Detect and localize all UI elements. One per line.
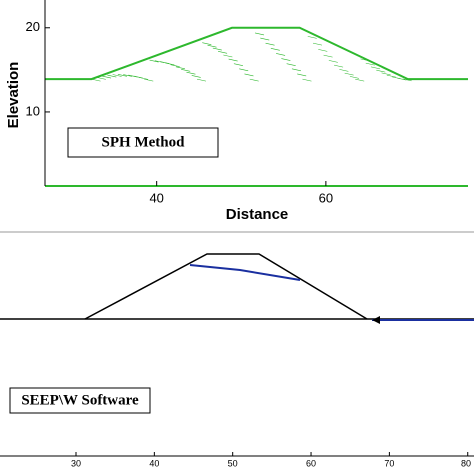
flow-vector — [370, 66, 381, 70]
flow-vector — [207, 44, 217, 48]
flow-vector — [233, 63, 243, 67]
flow-vector — [202, 42, 212, 45]
flow-vector — [181, 68, 191, 72]
x-tick-label: 80 — [461, 458, 471, 468]
flow-vector — [196, 78, 207, 82]
phreatic-line — [189, 264, 301, 281]
x-tick-label: 50 — [228, 458, 238, 468]
flow-vector — [170, 64, 180, 67]
y-tick-label: 20 — [26, 19, 40, 34]
label-box — [9, 387, 151, 414]
flow-vector — [270, 48, 280, 51]
flow-vector — [249, 78, 259, 82]
flow-vector — [112, 74, 122, 77]
flow-vector — [260, 37, 270, 41]
flow-vector — [191, 75, 201, 78]
flow-vector — [186, 71, 196, 75]
y-axis-label: Elevation — [5, 62, 22, 129]
flow-vector — [397, 77, 407, 81]
x-tick-label: 70 — [384, 458, 394, 468]
dam-outline — [84, 253, 368, 320]
flow-vector — [344, 72, 354, 76]
flow-vector — [160, 61, 170, 64]
flow-vector — [286, 63, 296, 67]
flow-vector — [349, 76, 359, 79]
flow-vector — [365, 62, 375, 66]
x-tick-label: 60 — [319, 190, 333, 205]
flow-vector — [291, 68, 301, 72]
flow-vector — [96, 77, 106, 80]
flow-vector — [386, 74, 396, 78]
x-tick-label: 40 — [149, 458, 159, 468]
flow-vector — [254, 32, 265, 36]
x-tick-label: 30 — [71, 458, 81, 468]
flow-vector — [102, 75, 112, 79]
flow-vector — [138, 77, 149, 80]
flow-vector — [307, 36, 317, 39]
flow-vector — [218, 51, 228, 54]
flow-vector — [107, 74, 117, 78]
flow-vector — [175, 66, 185, 70]
flow-vector — [402, 78, 412, 82]
label-box — [67, 127, 219, 158]
flow-vector — [228, 58, 238, 62]
flow-vector — [117, 74, 127, 77]
flow-vector — [312, 42, 323, 46]
dam-outline — [45, 26, 468, 81]
flow-vector — [376, 69, 386, 73]
method-label: SPH Method — [102, 134, 186, 150]
flow-vector — [318, 49, 328, 52]
flow-vector — [355, 78, 365, 82]
flow-vector — [276, 53, 286, 56]
x-tick-label: 40 — [149, 190, 163, 205]
flow-arrow — [372, 316, 380, 324]
flow-vector — [265, 42, 275, 46]
flow-vector — [334, 64, 344, 68]
flow-vector — [328, 60, 338, 63]
flow-vector — [381, 72, 391, 76]
method-label: SEEP\W Software — [21, 392, 139, 408]
flow-vector — [144, 78, 154, 82]
x-axis-label: Distance — [226, 206, 289, 223]
flow-vector — [123, 74, 133, 77]
seepw-dam — [0, 253, 474, 324]
flow-vector — [281, 58, 291, 61]
y-tick-label: 10 — [26, 103, 40, 118]
flow-vector — [339, 69, 349, 72]
flow-vector — [323, 54, 333, 58]
flow-vector — [149, 59, 159, 63]
flow-vector — [239, 68, 249, 72]
flow-vector — [302, 78, 312, 82]
flow-vector — [223, 54, 233, 58]
flow-vector — [297, 73, 307, 77]
flow-vector — [212, 47, 222, 51]
flow-vector — [244, 73, 254, 77]
x-tick-label: 60 — [306, 458, 316, 468]
